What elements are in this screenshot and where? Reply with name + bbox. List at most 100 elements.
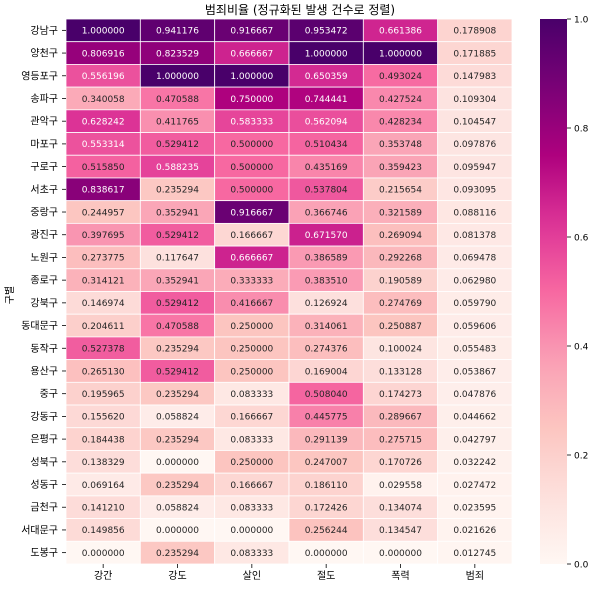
cell-value-label: 0.359423 xyxy=(379,163,422,173)
cell-value-label: 0.274376 xyxy=(305,345,348,355)
row-label: 관악구 xyxy=(30,116,58,128)
cell-value-label: 0.250000 xyxy=(230,458,273,468)
cell-value-label: 0.953472 xyxy=(305,27,348,37)
cell-value-label: 0.562094 xyxy=(305,117,348,127)
cell-value-label: 0.515850 xyxy=(82,163,125,173)
cell-value-label: 0.583333 xyxy=(230,117,273,127)
cell-value-label: 0.321589 xyxy=(379,208,422,218)
cell-value-label: 0.184438 xyxy=(82,435,125,445)
cell-value-label: 0.916667 xyxy=(230,27,273,37)
cell-value-label: 0.047876 xyxy=(453,390,496,400)
cell-value-label: 0.000000 xyxy=(305,549,348,559)
cell-value-label: 0.916667 xyxy=(230,208,273,218)
cell-value-label: 0.529412 xyxy=(156,367,199,377)
cell-value-label: 1.000000 xyxy=(305,49,348,59)
cell-value-label: 1.000000 xyxy=(230,72,273,82)
cell-value-label: 0.023595 xyxy=(453,504,496,514)
cell-value-label: 0.126924 xyxy=(305,299,348,309)
cell-value-label: 1.000000 xyxy=(82,27,125,37)
cell-value-label: 0.081378 xyxy=(453,231,496,241)
cell-value-label: 0.174273 xyxy=(379,390,422,400)
cell-value-label: 0.138329 xyxy=(82,458,125,468)
cell-value-label: 0.133128 xyxy=(379,367,422,377)
cell-value-label: 0.100024 xyxy=(379,345,422,355)
cell-value-label: 0.247007 xyxy=(305,458,348,468)
cell-value-label: 0.366746 xyxy=(305,208,348,218)
cell-value-label: 0.235294 xyxy=(156,549,199,559)
cell-value-label: 0.500000 xyxy=(230,140,273,150)
cell-value-label: 0.529412 xyxy=(156,231,199,241)
row-label: 노원구 xyxy=(30,252,58,264)
cell-value-label: 0.093095 xyxy=(453,186,496,196)
cell-value-label: 0.000000 xyxy=(230,526,273,536)
cell-value-label: 0.190589 xyxy=(379,276,422,286)
cell-value-label: 0.235294 xyxy=(156,186,199,196)
cell-value-label: 0.250000 xyxy=(230,367,273,377)
cell-value-label: 0.062980 xyxy=(453,276,496,286)
row-label: 종로구 xyxy=(30,275,58,287)
cell-value-label: 0.383510 xyxy=(305,276,348,286)
cell-value-label: 0.021626 xyxy=(453,526,496,536)
cell-value-label: 0.166667 xyxy=(230,481,273,491)
cell-value-label: 0.493024 xyxy=(379,72,422,82)
column-label: 살인 xyxy=(243,570,261,582)
cell-value-label: 0.027472 xyxy=(453,481,496,491)
heatmap-cells: 1.000000 0.941176 0.916667 0.953472 0.661386… xyxy=(65,18,513,565)
cell-value-label: 0.235294 xyxy=(156,345,199,355)
row-label: 성동구 xyxy=(30,479,58,491)
cell-value-label: 0.083333 xyxy=(230,435,273,445)
cell-value-label: 0.147983 xyxy=(453,72,496,82)
cell-value-label: 0.353748 xyxy=(379,140,422,150)
row-label: 강동구 xyxy=(30,411,58,423)
cell-value-label: 0.314121 xyxy=(82,276,125,286)
cell-value-label: 0.186110 xyxy=(305,481,348,491)
cell-value-label: 0.109304 xyxy=(453,95,496,105)
cell-value-label: 0.000000 xyxy=(156,526,199,536)
colorbar-tick-label: 0.0 xyxy=(574,561,589,571)
cell-value-label: 0.166667 xyxy=(230,413,273,423)
row-label: 동작구 xyxy=(30,343,58,355)
cell-value-label: 0.314061 xyxy=(305,322,348,332)
cell-value-label: 0.529412 xyxy=(156,299,199,309)
cell-value-label: 0.171885 xyxy=(453,49,496,59)
row-label: 성북구 xyxy=(30,456,58,468)
cell-value-label: 0.149856 xyxy=(82,526,125,536)
row-label: 광진구 xyxy=(30,229,58,241)
cell-value-label: 0.352941 xyxy=(156,208,199,218)
colorbar-tick-label: 0.6 xyxy=(574,234,589,244)
cell-value-label: 0.244957 xyxy=(82,208,125,218)
row-label: 서대문구 xyxy=(21,524,58,536)
cell-value-label: 0.029558 xyxy=(379,481,422,491)
cell-value-label: 0.172426 xyxy=(305,504,348,514)
row-label: 서초구 xyxy=(30,184,58,196)
cell-value-label: 0.292268 xyxy=(379,254,422,264)
colorbar-tick-label: 1.0 xyxy=(574,16,589,26)
cell-value-label: 0.650359 xyxy=(305,72,348,82)
cell-value-label: 0.500000 xyxy=(230,163,273,173)
cell-value-label: 0.169004 xyxy=(305,367,348,377)
column-label: 폭력 xyxy=(391,570,409,582)
cell-value-label: 0.155620 xyxy=(82,413,125,423)
cell-value-label: 0.428234 xyxy=(379,117,422,127)
cell-value-label: 0.289667 xyxy=(379,413,422,423)
cell-value-label: 0.671570 xyxy=(305,231,348,241)
cell-value-label: 0.250000 xyxy=(230,322,273,332)
cell-value-label: 0.510434 xyxy=(305,140,348,150)
cell-value-label: 0.166667 xyxy=(230,231,273,241)
row-label: 양천구 xyxy=(30,48,58,60)
column-label: 절도 xyxy=(317,569,335,582)
column-label: 강간 xyxy=(94,570,112,582)
colorbar-tick-label: 0.4 xyxy=(574,343,589,353)
cell-value-label: 0.069164 xyxy=(82,481,125,491)
cell-value-label: 0.069478 xyxy=(453,254,496,264)
cell-value-label: 0.427524 xyxy=(379,95,422,105)
cell-value-label: 0.397695 xyxy=(82,231,125,241)
row-label: 금천구 xyxy=(30,502,58,514)
cell-value-label: 0.256244 xyxy=(305,526,348,536)
cell-value-label: 0.553314 xyxy=(82,140,125,150)
cell-value-label: 0.588235 xyxy=(156,163,199,173)
cell-value-label: 0.265130 xyxy=(82,367,125,377)
cell-value-label: 0.275715 xyxy=(379,435,422,445)
cell-value-label: 0.941176 xyxy=(156,27,199,37)
